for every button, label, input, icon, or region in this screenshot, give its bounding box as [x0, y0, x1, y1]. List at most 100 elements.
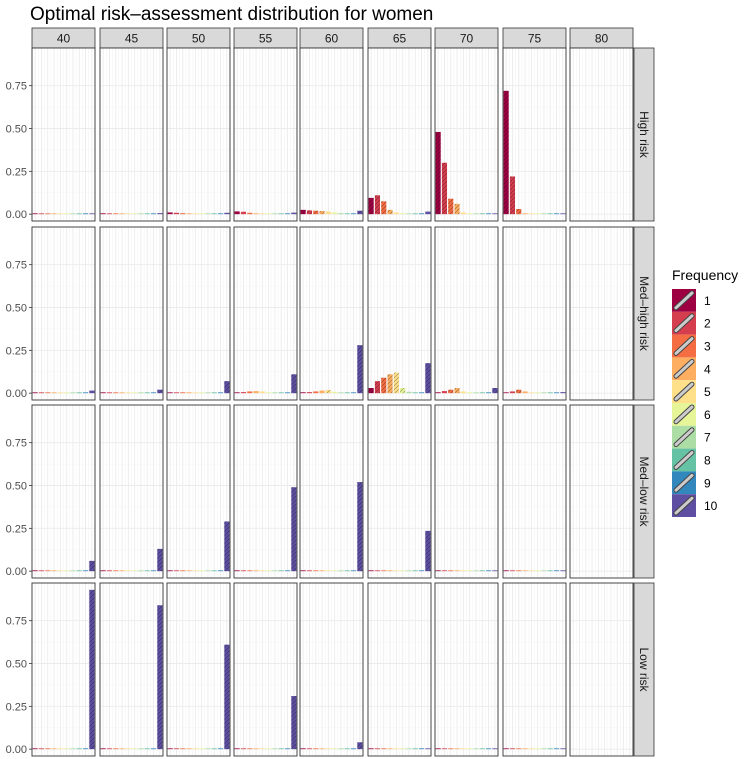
- bar: [441, 748, 447, 750]
- facet-panel: [233, 404, 298, 579]
- bar: [278, 213, 284, 215]
- bar: [486, 392, 492, 394]
- bar: [344, 392, 350, 394]
- panel-border: [299, 47, 364, 222]
- bar: [547, 748, 553, 750]
- legend-label: 10: [704, 499, 718, 513]
- legend-label: 7: [704, 431, 711, 445]
- facet-panel: [434, 47, 499, 222]
- column-strip-label: 55: [259, 32, 273, 46]
- bar-hatching: [291, 374, 297, 394]
- facet-panel: [434, 582, 499, 757]
- facet-panel: [166, 582, 231, 757]
- bar: [522, 391, 528, 394]
- bar-hatching: [425, 530, 431, 572]
- bar: [528, 748, 534, 750]
- panel-border: [569, 404, 634, 579]
- bar: [412, 748, 418, 750]
- facet-panel: [31, 47, 96, 222]
- bar: [38, 570, 44, 572]
- bar: [387, 748, 393, 750]
- bar-hatching: [357, 742, 363, 750]
- bar: [100, 392, 106, 394]
- bar: [180, 570, 186, 572]
- bar: [32, 748, 38, 750]
- row-strip: High risk: [633, 47, 655, 222]
- bar: [266, 748, 272, 750]
- y-tick-label: 0.00: [6, 388, 27, 400]
- bar-hatching: [300, 209, 306, 215]
- bar: [419, 570, 425, 572]
- bar: [528, 392, 534, 394]
- bar-hatching: [224, 521, 230, 572]
- row-strip-label: High risk: [637, 111, 651, 159]
- bar: [45, 392, 51, 394]
- panel-border: [367, 47, 432, 222]
- bar: [374, 570, 380, 572]
- bar: [199, 392, 205, 394]
- legend-item: 6: [672, 403, 711, 426]
- bar: [460, 570, 466, 572]
- bar: [306, 570, 312, 572]
- bar: [38, 213, 44, 215]
- bar: [425, 748, 431, 750]
- y-tick-label: 0.50: [6, 659, 27, 671]
- bar: [76, 392, 82, 394]
- bar-hatching: [291, 696, 297, 750]
- panel-border: [367, 582, 432, 757]
- panel-border: [502, 582, 567, 757]
- bar: [64, 213, 70, 215]
- panel-border: [233, 582, 298, 757]
- bar: [138, 748, 144, 750]
- bar: [247, 570, 253, 572]
- bar: [509, 391, 515, 394]
- bar: [503, 748, 509, 750]
- bar: [83, 392, 89, 394]
- bar: [106, 392, 112, 394]
- row-strip-label: Med–high risk: [637, 276, 651, 352]
- panel-border: [299, 226, 364, 401]
- bar: [285, 392, 291, 394]
- column-strip: 55: [233, 27, 298, 49]
- bar: [259, 391, 265, 394]
- bar-hatching: [325, 390, 331, 394]
- panel-border: [233, 226, 298, 401]
- panel-border: [99, 226, 164, 401]
- column-strip-label: 65: [393, 32, 407, 46]
- bar: [486, 213, 492, 215]
- bar-hatching: [224, 644, 230, 750]
- bar: [70, 570, 76, 572]
- bar: [224, 212, 230, 215]
- bar: [119, 570, 125, 572]
- bar: [541, 570, 547, 572]
- bar: [211, 213, 217, 215]
- bar: [57, 213, 63, 215]
- bar-hatching: [224, 381, 230, 394]
- bar: [211, 570, 217, 572]
- bar-hatching: [291, 487, 297, 572]
- bar: [454, 748, 460, 750]
- panel-border: [166, 47, 231, 222]
- row-strip-label: Med–low risk: [637, 456, 651, 527]
- bar: [259, 748, 265, 750]
- bar: [113, 392, 119, 394]
- bar: [38, 748, 44, 750]
- bar: [138, 570, 144, 572]
- bar: [70, 392, 76, 394]
- bar: [199, 748, 205, 750]
- facet-panel: [99, 582, 164, 757]
- facet-panel: [166, 47, 231, 222]
- bar: [435, 570, 441, 572]
- y-tick-label: 0.75: [6, 616, 27, 628]
- bar: [306, 748, 312, 750]
- bar: [51, 392, 57, 394]
- bar: [516, 570, 522, 572]
- bar: [473, 213, 479, 215]
- column-strip: 65: [367, 27, 432, 49]
- bar: [151, 213, 157, 215]
- bar-hatching: [368, 197, 374, 215]
- bar: [400, 570, 406, 572]
- facet-panel: [31, 404, 96, 579]
- panel-border: [166, 582, 231, 757]
- bar: [419, 748, 425, 750]
